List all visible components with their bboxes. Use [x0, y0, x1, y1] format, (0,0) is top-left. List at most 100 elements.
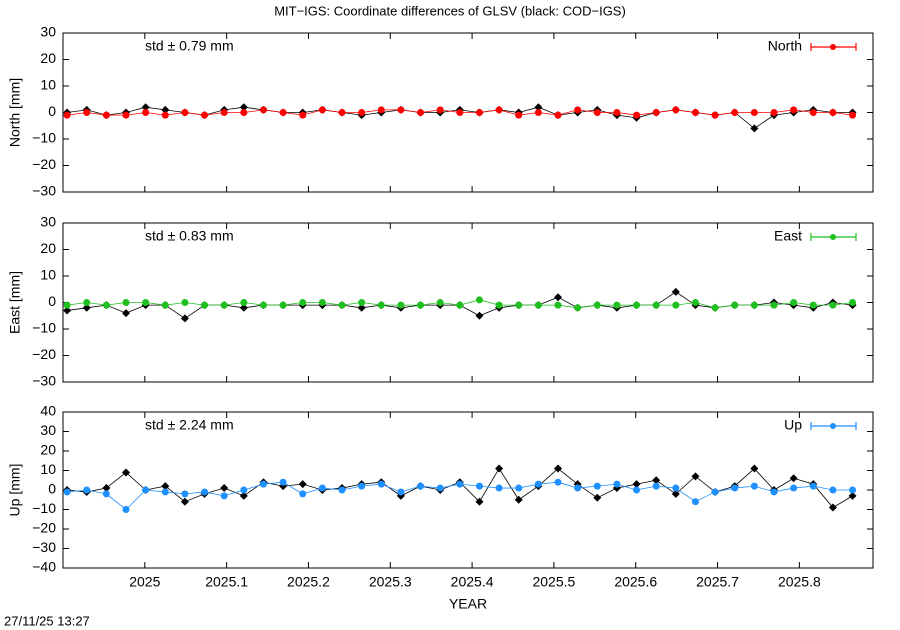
point: [279, 478, 287, 486]
point: [142, 486, 150, 494]
y-tick-label: −20: [32, 156, 56, 172]
point: [180, 314, 189, 323]
point: [633, 111, 641, 119]
point: [181, 109, 189, 116]
point: [82, 303, 91, 312]
y-tick-label: 40: [40, 403, 56, 419]
point: [809, 301, 817, 309]
point: [613, 109, 621, 116]
point: [397, 106, 405, 114]
point: [397, 488, 405, 496]
point: [102, 301, 110, 309]
point: [181, 299, 189, 306]
point: [750, 301, 758, 309]
timestamp: 27/11/25 13:27: [4, 613, 90, 628]
y-tick-label: −20: [32, 346, 56, 362]
point: [515, 484, 523, 492]
figure-title: MIT−IGS: Coordinate differences of GLSV …: [274, 3, 626, 18]
x-tick-label: 2025.7: [696, 574, 739, 590]
point: [83, 109, 91, 116]
point: [672, 106, 680, 114]
y-tick-label: 30: [40, 24, 56, 40]
y-tick-label: −30: [32, 183, 56, 199]
point: [318, 299, 326, 306]
point: [652, 109, 660, 116]
point: [436, 484, 444, 492]
point: [279, 109, 287, 116]
point: [574, 484, 582, 492]
y-tick-label: 0: [48, 293, 56, 309]
point: [456, 109, 464, 116]
point: [201, 488, 209, 496]
point: [161, 111, 169, 119]
point: [672, 301, 680, 309]
y-tick-label: 10: [40, 267, 56, 283]
point: [417, 482, 425, 490]
y-tick-label: 0: [48, 103, 56, 119]
point: [534, 109, 542, 116]
y-tick-label: 30: [40, 214, 56, 230]
legend-marker: [830, 423, 836, 429]
point: [161, 301, 169, 309]
point: [240, 299, 248, 306]
y-tick-label: 20: [40, 240, 56, 256]
point: [691, 109, 699, 116]
annotation: std ± 2.24 mm: [145, 417, 234, 433]
point: [711, 304, 719, 312]
point: [593, 482, 601, 490]
point: [750, 124, 759, 133]
point: [475, 296, 483, 304]
x-tick-label: 2025.6: [614, 574, 657, 590]
point: [122, 309, 130, 318]
point: [456, 480, 464, 488]
point: [377, 301, 385, 309]
point: [299, 111, 307, 119]
point: [142, 299, 150, 306]
point: [652, 301, 660, 309]
point: [83, 486, 91, 494]
point: [809, 109, 817, 116]
point: [593, 493, 602, 502]
point: [554, 464, 562, 473]
point: [102, 484, 111, 493]
point: [122, 506, 130, 513]
point: [633, 301, 641, 309]
point: [574, 304, 582, 312]
point: [417, 109, 425, 116]
point: [534, 301, 542, 309]
point: [731, 301, 739, 309]
point: [240, 109, 248, 116]
point: [593, 301, 601, 309]
point: [417, 301, 425, 309]
y-axis-label: Up [mm]: [7, 464, 23, 517]
point: [829, 301, 837, 309]
annotation: std ± 0.79 mm: [145, 38, 234, 54]
point: [790, 299, 798, 306]
x-tick-label: 2025.1: [205, 574, 248, 590]
point: [299, 490, 307, 498]
point: [672, 484, 680, 492]
point: [279, 301, 287, 309]
y-tick-label: −40: [32, 559, 56, 575]
legend-label: East: [774, 228, 802, 244]
annotation: std ± 0.83 mm: [145, 228, 234, 244]
x-tick-label: 2025.2: [287, 574, 330, 590]
point: [161, 488, 169, 496]
point: [239, 303, 248, 312]
point: [514, 495, 523, 504]
point: [122, 299, 130, 306]
point: [652, 482, 660, 490]
point: [141, 103, 150, 112]
point: [593, 109, 601, 116]
point: [338, 301, 346, 309]
point: [259, 301, 267, 309]
y-tick-label: 20: [40, 442, 56, 458]
point: [809, 482, 817, 490]
point: [554, 301, 562, 309]
point: [298, 480, 307, 489]
point: [828, 503, 837, 512]
point: [691, 472, 700, 481]
x-axis-label: YEAR: [449, 596, 487, 612]
point: [554, 478, 562, 486]
point: [358, 299, 366, 306]
